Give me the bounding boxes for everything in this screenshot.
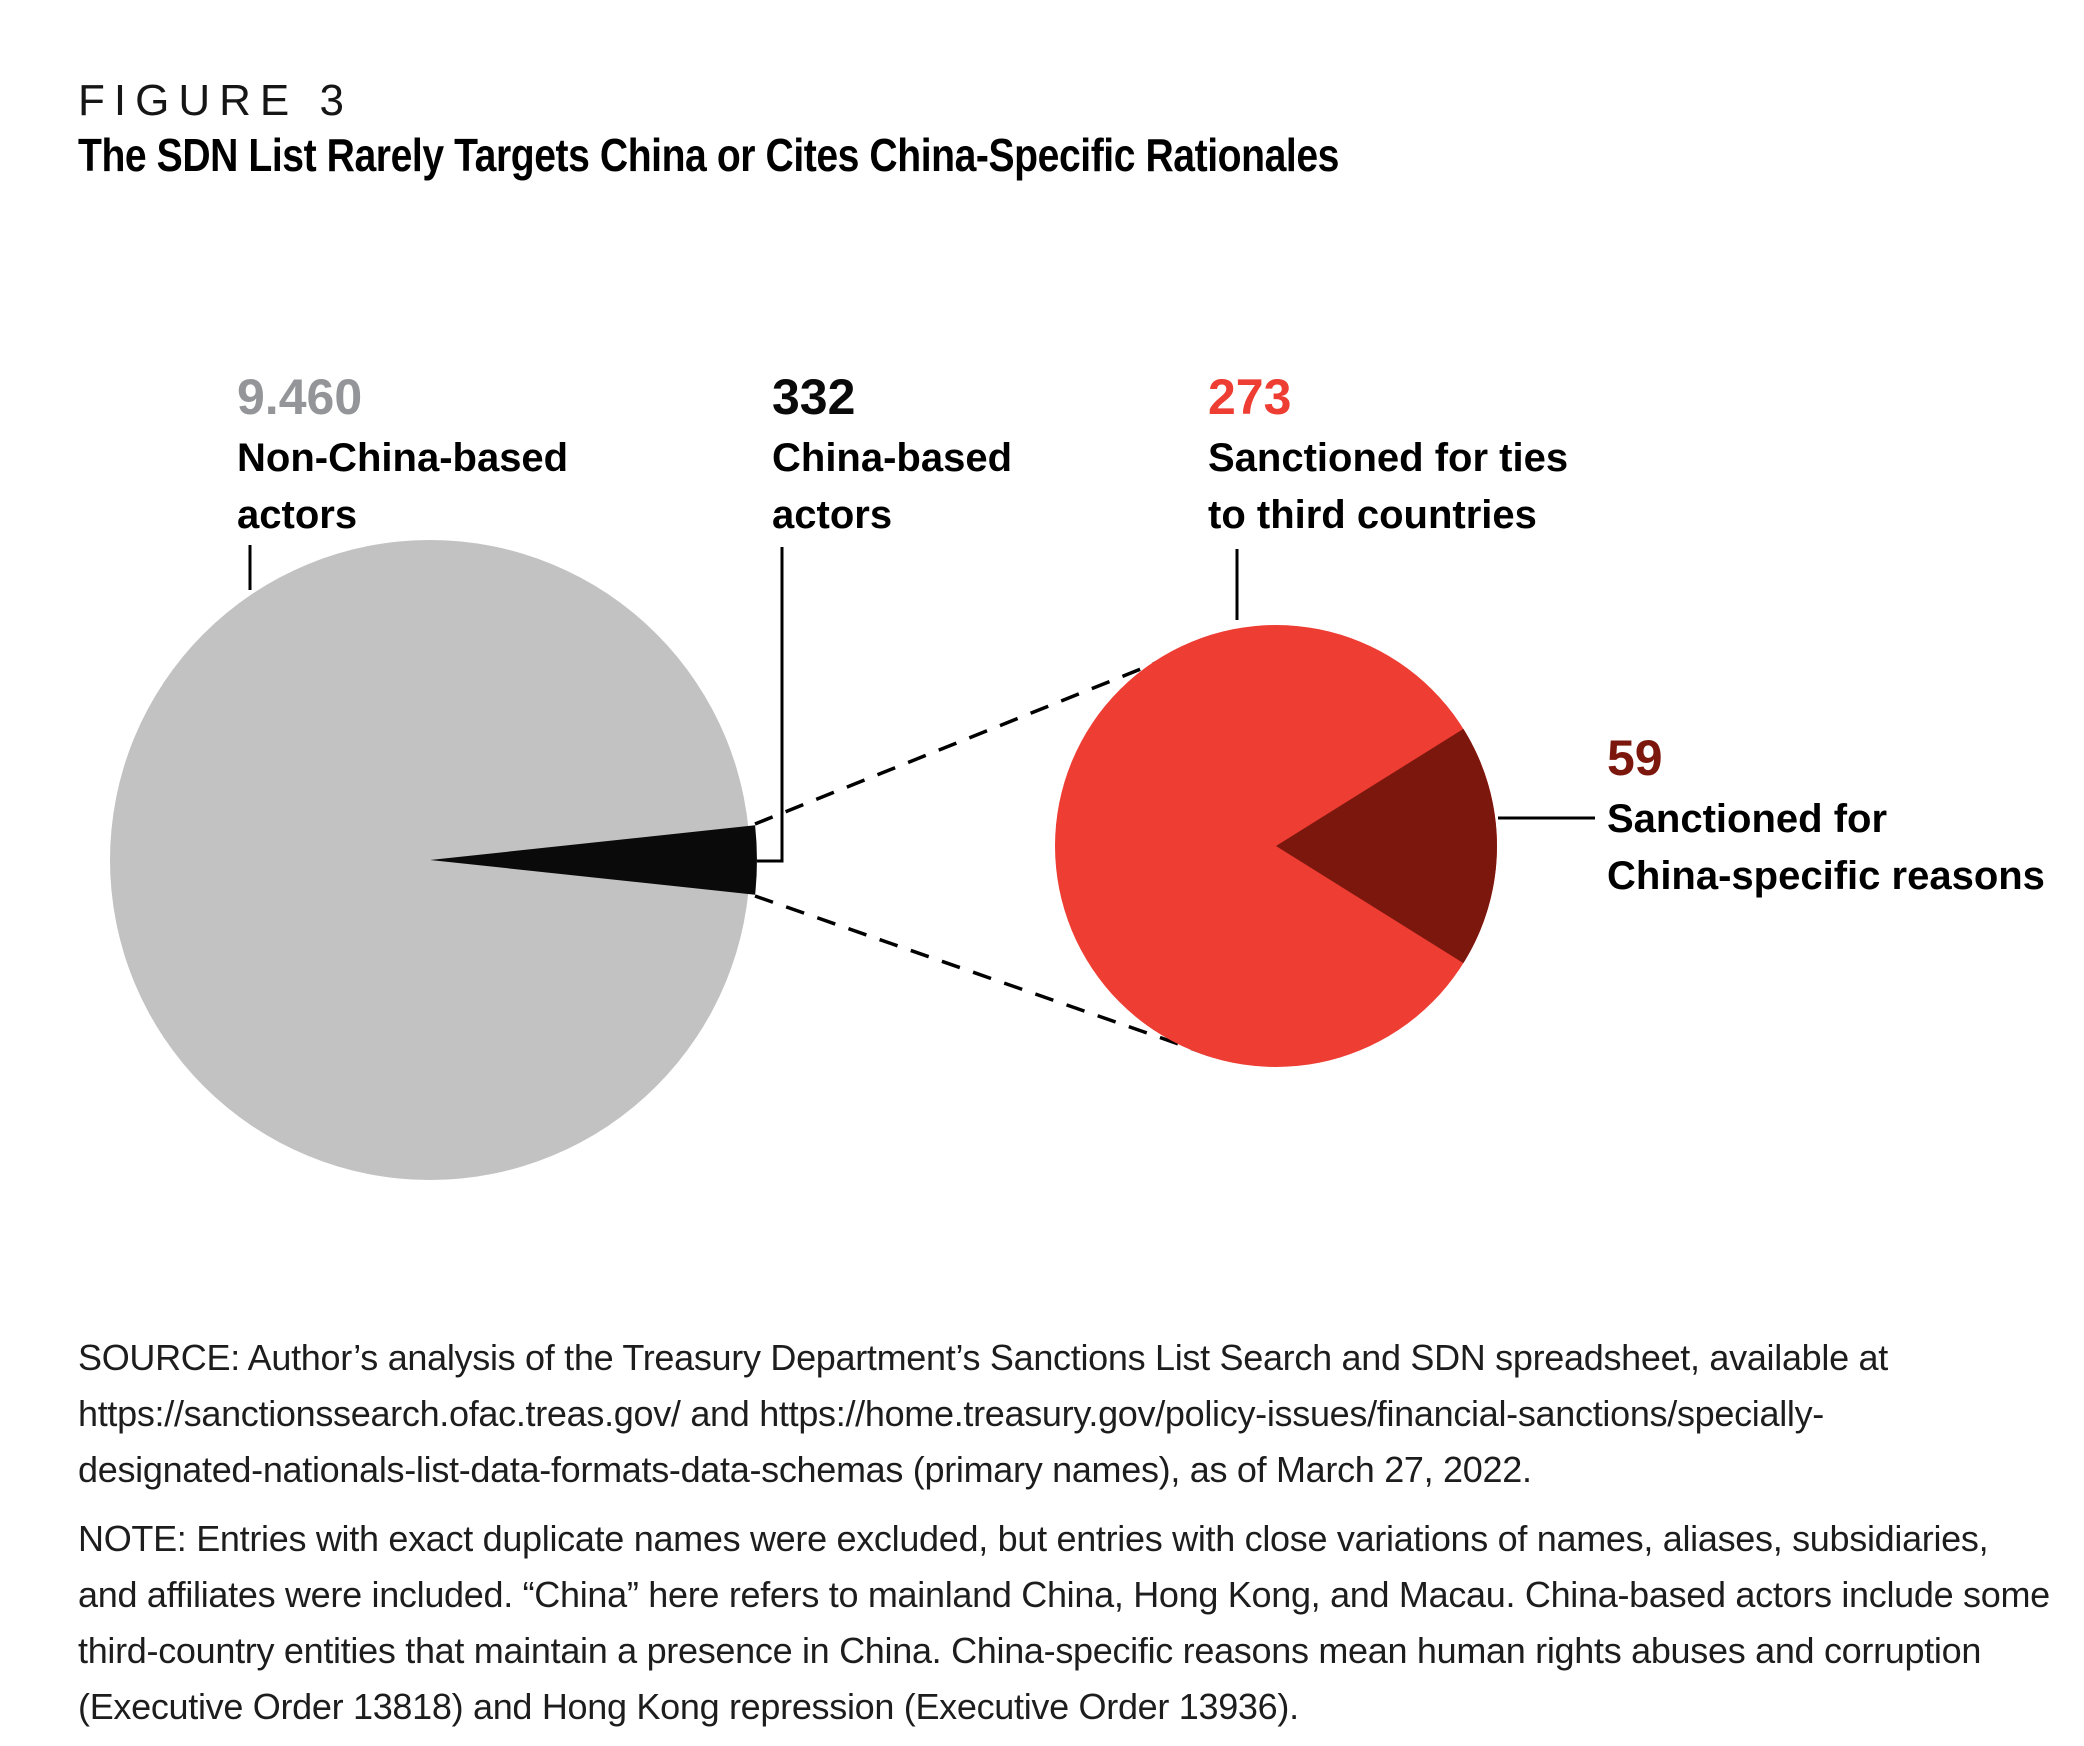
figure-kicker: FIGURE 3	[78, 76, 353, 125]
label-line: actors	[237, 493, 358, 537]
label-line: China-based	[772, 436, 1013, 480]
label-non-china: 9.460 Non-China-based actors	[237, 370, 568, 544]
figure-title: The SDN List Rarely Targets China or Cit…	[78, 129, 1339, 181]
china-based-leader-line	[757, 547, 784, 863]
source-line: SOURCE: Author’s analysis of the Treasur…	[78, 1337, 1888, 1378]
china-based-wedge	[430, 825, 757, 895]
label-number: 332	[772, 369, 856, 425]
label-line: to third countries	[1208, 493, 1537, 537]
source-line: designated-nationals-list-data-formats-d…	[78, 1449, 1532, 1490]
source-text: SOURCE: Author’s analysis of the Treasur…	[78, 1330, 2038, 1498]
source-line: https://sanctionssearch.ofac.treas.gov/ …	[78, 1393, 1824, 1434]
note-line: third-country entities that maintain a p…	[78, 1630, 1982, 1671]
label-line: Non-China-based	[237, 436, 569, 480]
zoom-connector-lower	[754, 894, 1211, 1057]
note-text: NOTE: Entries with exact duplicate names…	[78, 1511, 2050, 1735]
label-number: 9.460	[237, 369, 363, 425]
label-line: Sanctioned for ties	[1208, 436, 1569, 480]
zoom-connector-upper	[754, 642, 1204, 826]
label-number: 273	[1208, 369, 1292, 425]
label-line: Sanctioned for	[1607, 797, 1888, 841]
label-china-based: 332 China-based actors	[772, 370, 1012, 544]
label-third-countries: 273 Sanctioned for ties to third countri…	[1208, 370, 1568, 544]
china-specific-wedge	[1276, 728, 1497, 964]
note-line: (Executive Order 13818) and Hong Kong re…	[78, 1686, 1299, 1727]
label-line: actors	[772, 493, 893, 537]
label-china-specific: 59 Sanctioned for China-specific reasons	[1607, 731, 2045, 905]
note-line: NOTE: Entries with exact duplicate names…	[78, 1518, 1989, 1559]
label-number: 59	[1607, 730, 1663, 786]
note-line: and affiliates were included. “China” he…	[78, 1574, 2050, 1615]
label-line: China-specific reasons	[1607, 854, 2045, 898]
